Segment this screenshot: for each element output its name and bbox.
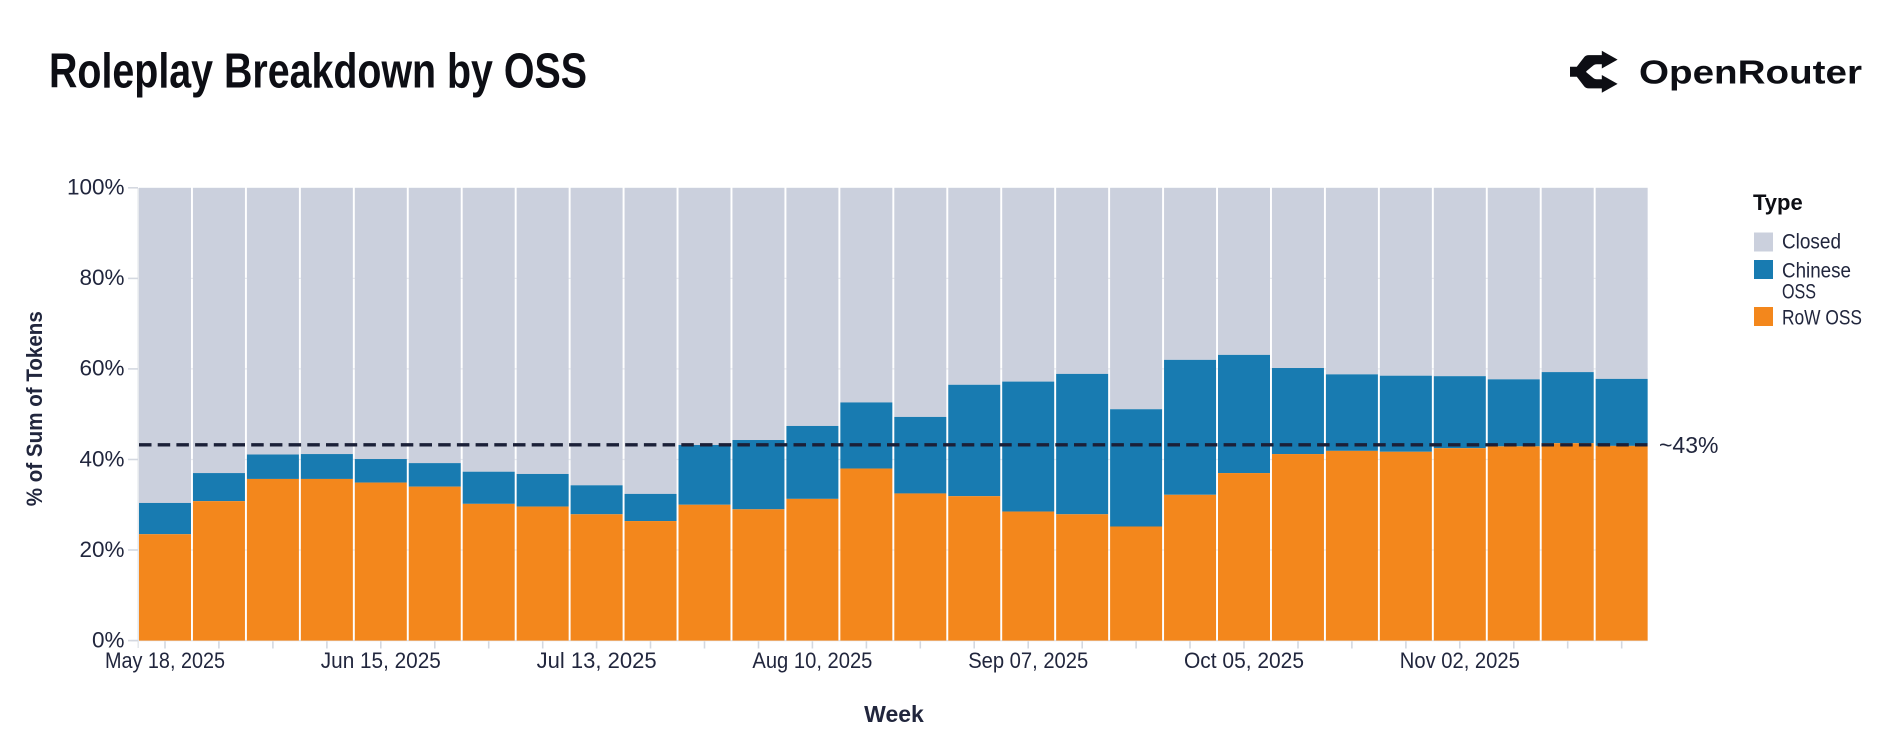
svg-text:Aug 10, 2025: Aug 10, 2025	[752, 648, 872, 673]
svg-text:Jul 13, 2025: Jul 13, 2025	[537, 648, 657, 673]
svg-text:Sep 07, 2025: Sep 07, 2025	[968, 648, 1088, 673]
svg-text:OSS: OSS	[1782, 280, 1816, 304]
svg-text:Type: Type	[1753, 190, 1803, 215]
svg-text:Jun 15, 2025: Jun 15, 2025	[321, 648, 441, 673]
svg-text:60%: 60%	[79, 356, 124, 381]
svg-text:Week: Week	[864, 701, 924, 727]
svg-text:20%: 20%	[79, 537, 124, 562]
svg-text:Roleplay Breakdown by OSS: Roleplay Breakdown by OSS	[49, 45, 587, 99]
svg-text:40%: 40%	[79, 446, 124, 471]
svg-text:Closed: Closed	[1782, 230, 1841, 254]
svg-text:~43%: ~43%	[1659, 432, 1718, 458]
svg-text:Oct 05, 2025: Oct 05, 2025	[1184, 648, 1304, 673]
svg-text:80%: 80%	[79, 265, 124, 290]
svg-text:OpenRouter: OpenRouter	[1639, 54, 1862, 91]
svg-text:Nov 02, 2025: Nov 02, 2025	[1400, 648, 1520, 673]
svg-text:Chinese: Chinese	[1782, 259, 1851, 283]
svg-text:RoW OSS: RoW OSS	[1782, 306, 1862, 330]
svg-text:May 18, 2025: May 18, 2025	[105, 648, 225, 673]
svg-text:100%: 100%	[67, 175, 125, 200]
svg-text:% of Sum of Tokens: % of Sum of Tokens	[22, 311, 47, 506]
svg-text:0%: 0%	[92, 627, 125, 652]
